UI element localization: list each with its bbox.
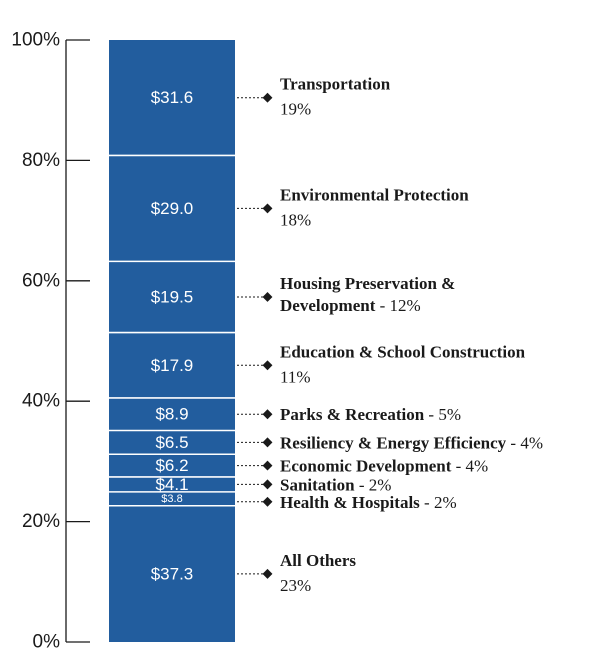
- leader-diamond-marker: [262, 437, 273, 448]
- y-tick-label: 100%: [11, 30, 60, 51]
- leader-diamond-marker: [262, 479, 273, 490]
- category-label: Transportation: [280, 75, 391, 94]
- y-tick-label: 0%: [33, 632, 61, 653]
- bar-segment: [109, 40, 235, 156]
- category-percent: 23%: [280, 576, 311, 595]
- y-tick-label: 60%: [22, 270, 60, 291]
- segment-value-label: $6.5: [155, 433, 188, 452]
- leader-diamond-marker: [262, 409, 273, 420]
- bar-segment: [109, 476, 235, 492]
- leader-diamond-marker: [262, 203, 273, 214]
- category-label: All Others: [280, 551, 356, 570]
- leader-diamond-marker: [262, 568, 273, 579]
- bar-segment: [109, 332, 235, 398]
- bar-segment: [109, 491, 235, 506]
- leader-diamond-marker: [262, 92, 273, 103]
- bar-segment: [109, 397, 235, 431]
- category-percent: 11%: [280, 367, 311, 386]
- y-tick-label: 40%: [22, 391, 60, 412]
- stacked-bar: $37.3 $3.8$4.1$6.2 $6.5 $8.9 $17.9 $19.5 $29.0…: [109, 40, 235, 642]
- segment-value-label: $3.8: [161, 493, 182, 505]
- y-axis: 0% 20% 40% 60% 80% 100%: [11, 30, 90, 653]
- bar-segment: [109, 505, 235, 642]
- category-label: Housing Preservation &: [280, 274, 455, 293]
- segment-value-label: $29.0: [151, 199, 194, 218]
- bar-segment: [109, 155, 235, 262]
- category-label: Health & Hospitals - 2%: [280, 493, 457, 512]
- category-label: Sanitation - 2%: [280, 475, 391, 494]
- category-percent: 18%: [280, 210, 311, 229]
- y-tick-label: 20%: [22, 511, 60, 532]
- leader-diamond-marker: [262, 292, 273, 302]
- leader-diamond-marker: [262, 460, 273, 471]
- segment-value-label: $31.6: [151, 88, 194, 107]
- category-label: Parks & Recreation - 5%: [280, 405, 461, 424]
- segment-value-label: $4.1: [155, 475, 188, 494]
- bar-segment: [109, 430, 235, 455]
- category-labels: All Others 23% Health & Hospitals - 2%Sani…: [237, 75, 543, 595]
- segment-value-label: $19.5: [151, 287, 194, 306]
- category-label: Environmental Protection: [280, 185, 469, 204]
- segment-value-label: $6.2: [155, 456, 188, 475]
- segment-value-label: $37.3: [151, 564, 194, 583]
- segment-value-label: $8.9: [155, 405, 188, 424]
- leader-diamond-marker: [262, 496, 273, 507]
- category-label: Economic Development - 4%: [280, 457, 488, 476]
- category-label-cont: Development - 12%: [280, 296, 421, 315]
- leader-diamond-marker: [262, 360, 273, 371]
- category-label: Education & School Construction: [280, 342, 526, 361]
- segment-value-label: $17.9: [151, 356, 194, 375]
- category-label: Resiliency & Energy Efficiency - 4%: [280, 433, 543, 452]
- y-tick-label: 80%: [22, 150, 60, 171]
- bar-segment: [109, 261, 235, 333]
- category-percent: 19%: [280, 100, 311, 119]
- bar-segment: [109, 454, 235, 477]
